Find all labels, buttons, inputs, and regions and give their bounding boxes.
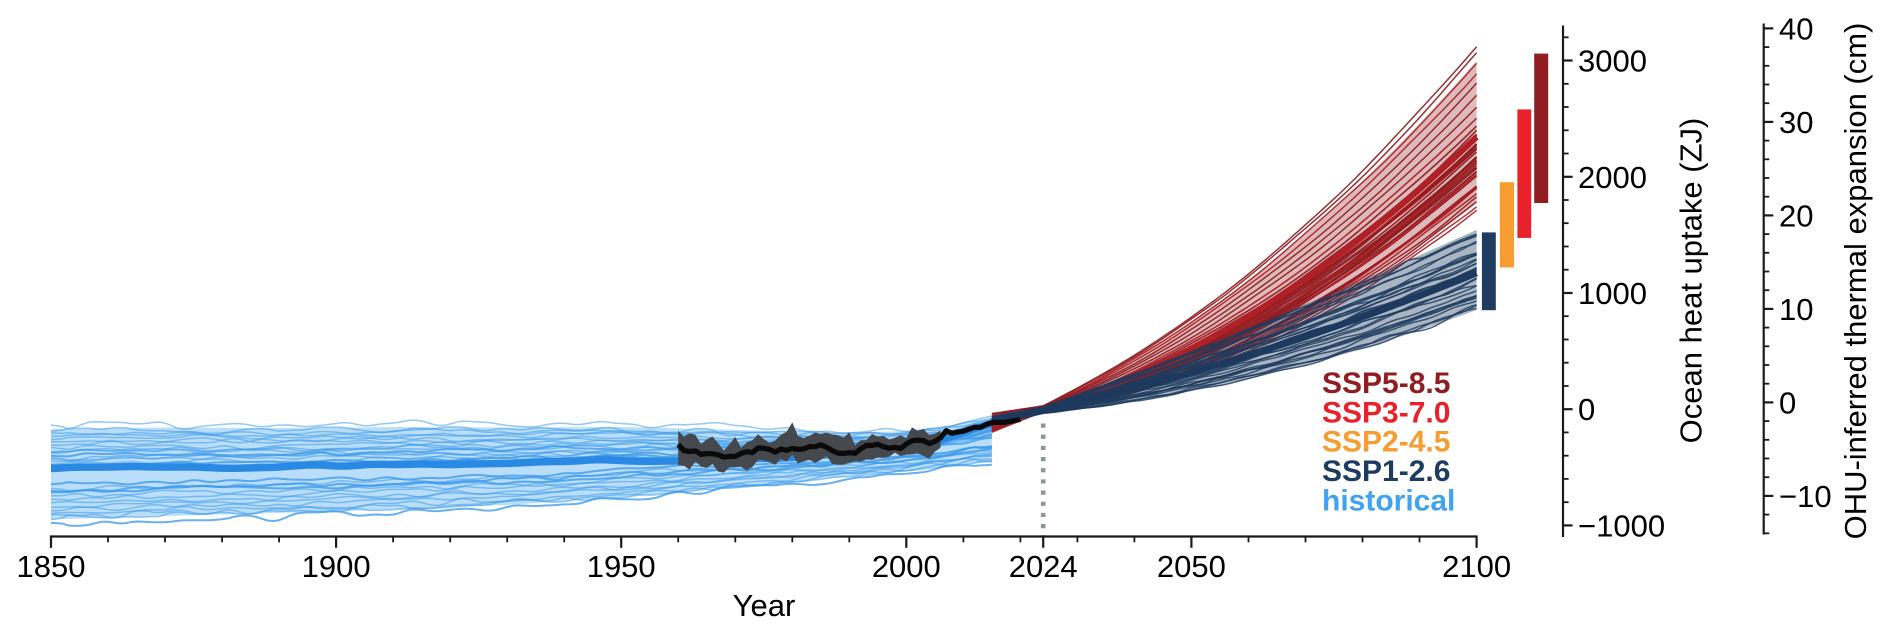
- svg-text:10: 10: [1779, 292, 1813, 327]
- svg-text:0: 0: [1779, 385, 1796, 420]
- svg-text:SSP3-7.0: SSP3-7.0: [1322, 396, 1450, 429]
- svg-text:20: 20: [1779, 198, 1813, 233]
- svg-text:SSP2-4.5: SSP2-4.5: [1322, 426, 1450, 459]
- svg-text:0: 0: [1578, 392, 1595, 427]
- svg-text:1900: 1900: [302, 549, 371, 584]
- svg-text:OHU-inferred thermal expansion: OHU-inferred thermal expansion (cm): [1838, 23, 1873, 540]
- svg-text:1950: 1950: [587, 549, 656, 584]
- svg-text:2050: 2050: [1157, 549, 1226, 584]
- svg-text:SSP1-2.6: SSP1-2.6: [1322, 455, 1450, 488]
- svg-text:historical: historical: [1322, 484, 1455, 517]
- svg-text:Year: Year: [733, 588, 796, 623]
- svg-text:2000: 2000: [872, 549, 941, 584]
- svg-text:40: 40: [1779, 11, 1813, 46]
- svg-text:−1000: −1000: [1578, 508, 1665, 543]
- svg-text:2024: 2024: [1009, 549, 1078, 584]
- svg-text:SSP5-8.5: SSP5-8.5: [1322, 367, 1450, 400]
- svg-text:3000: 3000: [1578, 44, 1647, 79]
- svg-text:Ocean heat uptake (ZJ): Ocean heat uptake (ZJ): [1674, 118, 1709, 444]
- svg-text:1850: 1850: [17, 549, 86, 584]
- svg-text:2100: 2100: [1442, 549, 1511, 584]
- svg-text:1000: 1000: [1578, 276, 1647, 311]
- svg-text:2000: 2000: [1578, 160, 1647, 195]
- svg-text:−10: −10: [1779, 479, 1832, 514]
- svg-text:30: 30: [1779, 105, 1813, 140]
